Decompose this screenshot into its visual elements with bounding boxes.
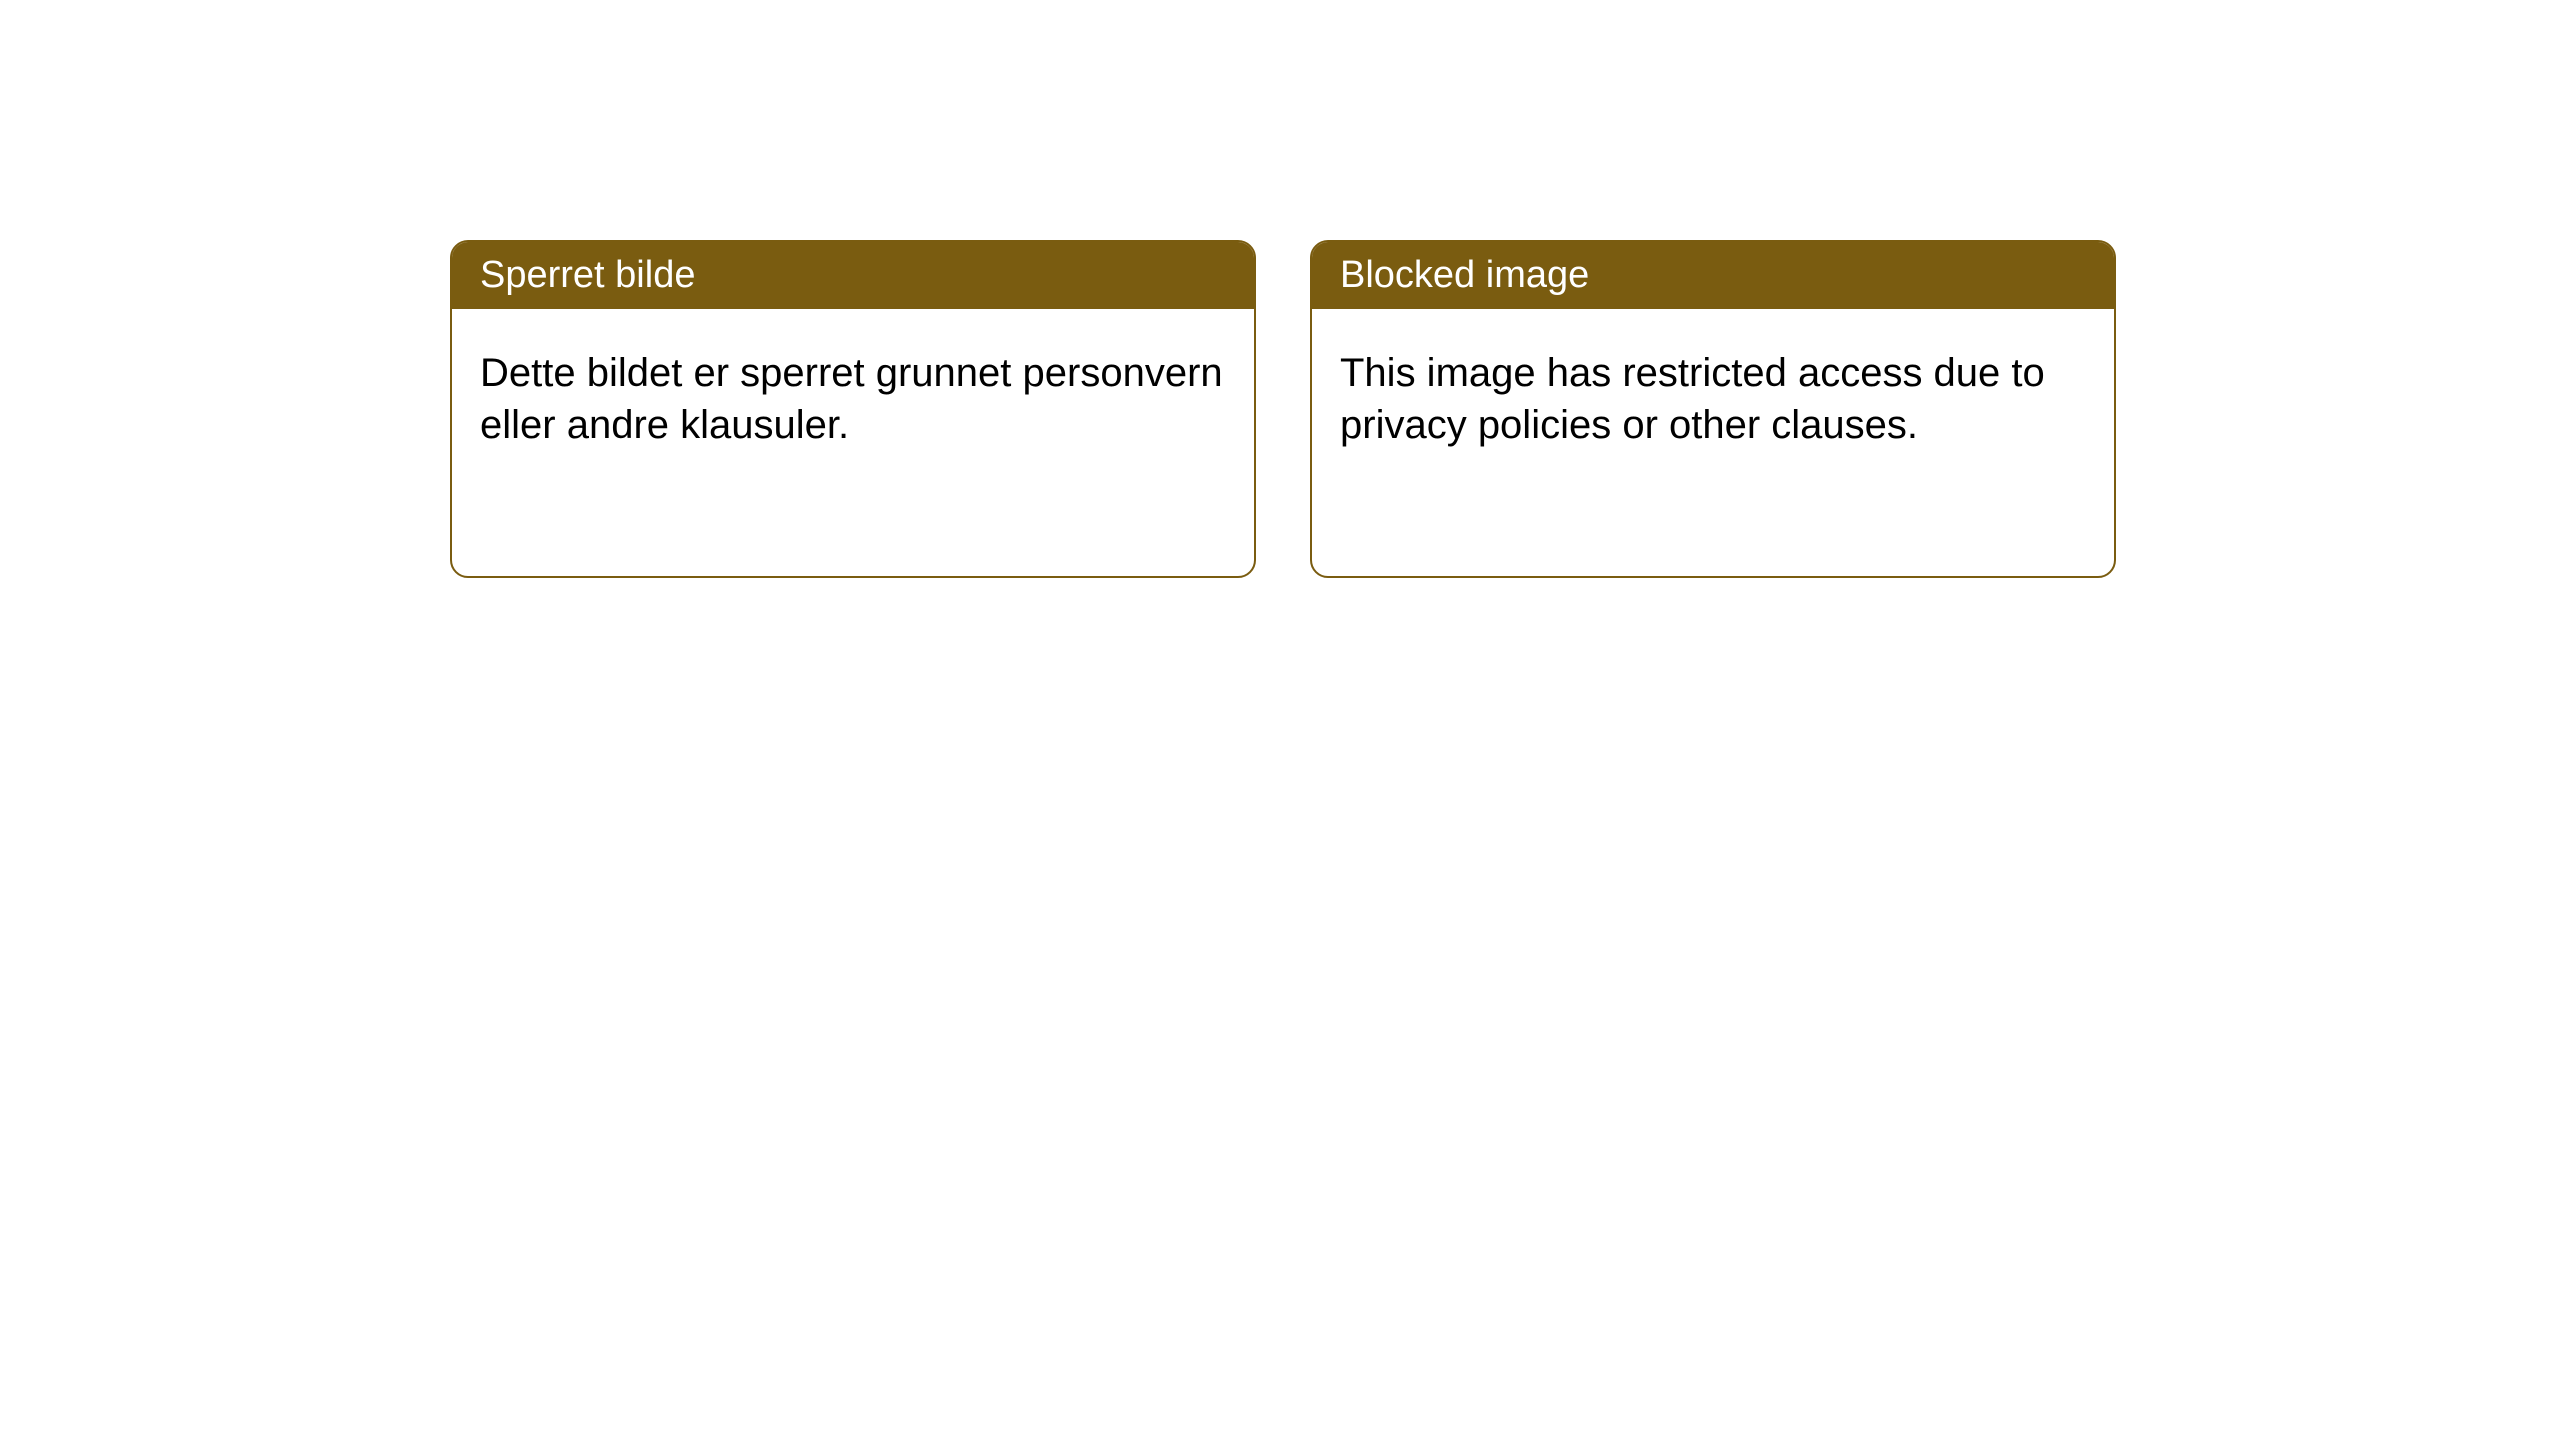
card-header: Blocked image (1312, 242, 2114, 309)
card-body: Dette bildet er sperret grunnet personve… (452, 309, 1254, 489)
card-title: Sperret bilde (480, 254, 695, 296)
card-body-text: Dette bildet er sperret grunnet personve… (480, 351, 1223, 447)
card-title: Blocked image (1340, 254, 1589, 296)
card-body-text: This image has restricted access due to … (1340, 351, 2045, 447)
notice-card-english: Blocked image This image has restricted … (1310, 240, 2116, 578)
card-header: Sperret bilde (452, 242, 1254, 309)
notice-card-norwegian: Sperret bilde Dette bildet er sperret gr… (450, 240, 1256, 578)
notice-container: Sperret bilde Dette bildet er sperret gr… (0, 0, 2560, 578)
card-body: This image has restricted access due to … (1312, 309, 2114, 489)
